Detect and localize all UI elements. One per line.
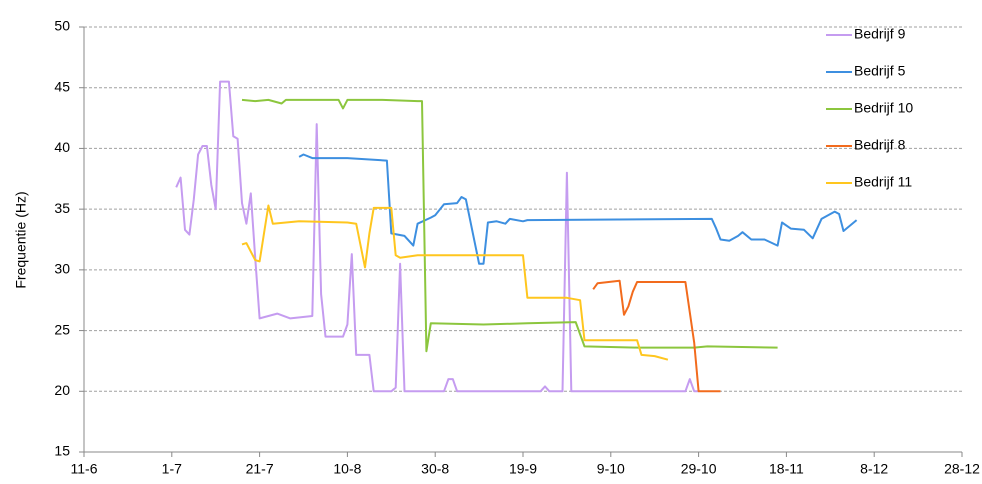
series-line [175, 80, 699, 393]
y-tick-label: 20 [54, 382, 70, 398]
y-tick-label: 35 [54, 200, 70, 216]
y-tick-label: 30 [54, 261, 70, 277]
series-line [298, 153, 858, 265]
x-tick-label: 9-10 [597, 461, 625, 477]
legend-label: Bedrijf 5 [854, 63, 906, 79]
series-line [592, 279, 721, 393]
legend-label: Bedrijf 11 [854, 174, 912, 190]
y-tick-label: 45 [54, 78, 70, 94]
x-tick-label: 18-11 [769, 461, 804, 477]
x-tick-label: 10-8 [333, 461, 361, 477]
legend-label: Bedrijf 8 [854, 137, 906, 153]
series-line [241, 98, 778, 353]
y-axis-label: Frequentie (Hz) [13, 191, 29, 288]
series-line [241, 204, 669, 361]
x-tick-label: 1-7 [162, 461, 182, 477]
y-tick-label: 25 [54, 321, 70, 337]
y-tick-label: 40 [54, 139, 70, 155]
x-tick-label: 11-6 [71, 461, 98, 477]
x-tick-label: 29-10 [681, 461, 717, 477]
x-tick-label: 21-7 [246, 461, 274, 477]
y-tick-label: 50 [54, 18, 70, 34]
legend-label: Bedrijf 9 [854, 26, 906, 42]
x-tick-label: 30-8 [421, 461, 449, 477]
x-tick-label: 8-12 [860, 461, 888, 477]
x-tick-label: 28-12 [944, 461, 980, 477]
x-tick-label: 19-9 [509, 461, 537, 477]
legend-label: Bedrijf 10 [854, 100, 913, 116]
y-tick-label: 15 [54, 443, 70, 459]
